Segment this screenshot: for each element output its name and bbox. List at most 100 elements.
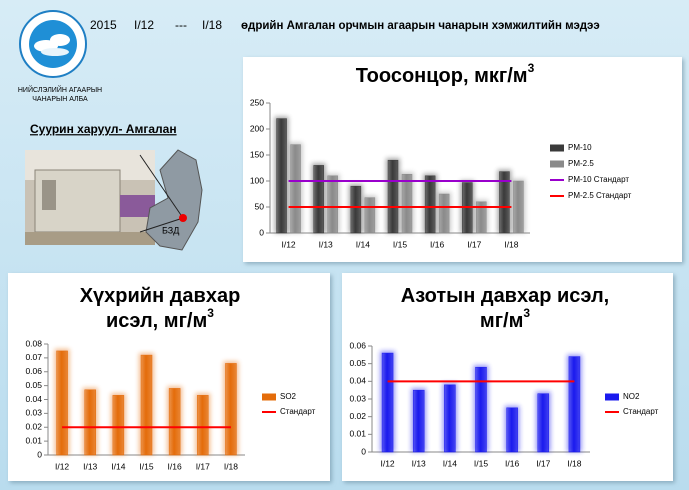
y-tick-label: 0.04: [349, 376, 366, 386]
bar: [56, 350, 68, 456]
bar: [84, 389, 96, 456]
bar: [401, 173, 413, 234]
chart-title-sup: 3: [207, 306, 214, 320]
x-tick-label: I/17: [196, 461, 210, 471]
y-tick-label: 150: [250, 149, 264, 159]
chart-title-text: исэл, мг/м: [106, 310, 207, 332]
bar: [225, 363, 237, 456]
bar: [290, 144, 301, 234]
x-tick-label: I/15: [474, 458, 488, 468]
legend-swatch: [605, 393, 619, 401]
chart-title-sup: 3: [523, 306, 530, 320]
station-label: Суурин харуул- Амгалан: [30, 122, 177, 136]
chart-title: Хүхрийн давхар: [80, 285, 241, 307]
header-dash: ---: [175, 18, 187, 32]
district-label: БЗД: [162, 225, 179, 235]
x-tick-label: I/15: [139, 461, 153, 471]
bar: [387, 159, 399, 234]
x-tick-label: I/18: [224, 461, 238, 471]
y-tick-label: 0.01: [25, 435, 42, 445]
bar: [499, 171, 510, 234]
y-tick-label: 0: [37, 449, 42, 459]
x-tick-label: I/16: [168, 461, 182, 471]
bar: [438, 193, 450, 234]
bar: [364, 197, 376, 234]
y-tick-label: 0.07: [25, 352, 42, 362]
legend-label: Стандарт: [280, 407, 316, 416]
y-tick-label: 0.03: [349, 393, 366, 403]
legend-label: PM-2.5 Стандарт: [568, 191, 632, 200]
bar: [475, 366, 487, 453]
legend-swatch: [550, 144, 564, 152]
chart-title: исэл, мг/м3: [106, 306, 214, 332]
y-tick-label: 0.01: [349, 429, 366, 439]
bar: [444, 384, 456, 453]
x-tick-label: I/13: [83, 461, 97, 471]
y-tick-label: 0.05: [349, 358, 366, 368]
legend-label: SO2: [280, 392, 297, 401]
chart-title-sup: 3: [528, 61, 535, 75]
y-tick-label: 0.06: [25, 366, 42, 376]
legend-label: PM-10: [568, 143, 592, 152]
bar: [350, 185, 362, 234]
x-tick-label: I/13: [319, 239, 333, 249]
header-text: өдрийн Амгалан орчмын агаарын чанарын хэ…: [241, 20, 600, 32]
x-tick-label: I/14: [443, 458, 457, 468]
logo-text: НИЙСЛЭЛИЙН АГААРЫН: [18, 85, 102, 94]
bar: [276, 118, 287, 234]
chart-title-text: мг/м: [480, 310, 523, 332]
bar: [476, 201, 487, 234]
bar: [537, 393, 550, 453]
bar: [197, 395, 209, 456]
map: [139, 149, 203, 251]
x-tick-label: I/13: [412, 458, 426, 468]
bar: [568, 356, 581, 453]
x-tick-label: I/14: [111, 461, 125, 471]
x-tick-label: I/12: [281, 239, 295, 249]
bar: [412, 389, 425, 453]
y-tick-label: 100: [250, 175, 264, 185]
y-tick-label: 0: [259, 227, 264, 237]
header-to: I/18: [202, 18, 222, 32]
bar: [168, 388, 181, 456]
legend-swatch: [550, 160, 564, 168]
legend-label: Стандарт: [623, 407, 659, 416]
x-tick-label: I/17: [536, 458, 550, 468]
x-tick-label: I/12: [55, 461, 69, 471]
x-tick-label: I/16: [430, 239, 444, 249]
chart-title-text: Азотын давхар исэл,: [401, 285, 609, 307]
x-tick-label: I/15: [393, 239, 407, 249]
y-tick-label: 0.02: [25, 422, 42, 432]
y-tick-label: 0.08: [25, 338, 42, 348]
chart-title: Азотын давхар исэл,: [401, 285, 609, 307]
bar: [424, 175, 436, 234]
y-tick-label: 200: [250, 123, 264, 133]
legend-swatch: [262, 393, 276, 401]
legend-label: PM-2.5: [568, 159, 594, 168]
y-tick-label: 0.04: [25, 394, 42, 404]
y-tick-label: 50: [255, 201, 265, 211]
y-tick-label: 250: [250, 97, 264, 107]
x-tick-label: I/17: [467, 239, 481, 249]
chart-title-text: Хүхрийн давхар: [80, 285, 241, 307]
logo: [19, 10, 87, 78]
bar: [506, 407, 518, 453]
chart-title: мг/м3: [480, 306, 530, 332]
y-tick-label: 0.05: [25, 380, 42, 390]
legend-label: PM-10 Стандарт: [568, 175, 629, 184]
chart-title: Тоосонцор, мкг/м3: [356, 61, 535, 87]
x-tick-label: I/12: [380, 458, 394, 468]
x-tick-label: I/18: [504, 239, 518, 249]
bar: [140, 354, 153, 456]
logo-text: ЧАНАРЫН АЛБА: [32, 96, 88, 103]
x-tick-label: I/14: [356, 239, 370, 249]
y-tick-label: 0.03: [25, 408, 42, 418]
bar: [112, 395, 125, 456]
chart-title-text: Тоосонцор, мкг/м: [356, 65, 528, 87]
header-year: 2015: [90, 18, 117, 32]
y-tick-label: 0.02: [349, 411, 366, 421]
bar: [513, 180, 524, 234]
bar: [327, 175, 338, 234]
y-tick-label: 0.06: [349, 340, 366, 350]
